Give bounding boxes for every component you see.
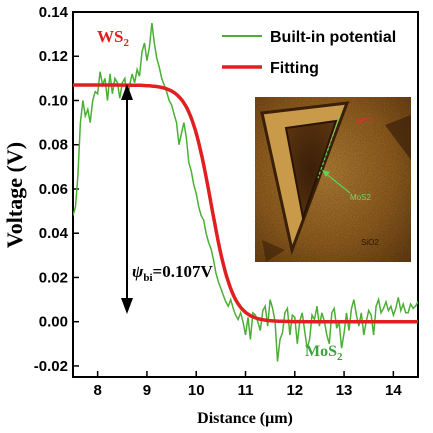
y-tick-label: 0.04	[39, 225, 69, 242]
legend: Built-in potential Fitting	[222, 29, 396, 77]
inset-sio2-label: SiO2	[361, 238, 379, 247]
series-built-in-potential-line	[73, 23, 418, 362]
legend-label-built-in: Built-in potential	[270, 29, 396, 46]
y-axis-title: Voltage (V)	[2, 142, 27, 248]
inset-ws2-label: WS2	[356, 117, 374, 126]
annotation-mos2: MoS2	[305, 343, 343, 363]
x-tick-label: 11	[238, 382, 254, 399]
inset-mos2-label: MoS2	[350, 193, 371, 202]
x-tick-label: 8	[93, 382, 101, 399]
y-tick-label: 0.12	[39, 48, 68, 65]
afm-inset-image	[255, 97, 411, 262]
annotation-ws2: WS2	[97, 27, 129, 49]
y-axis: -0.02 0.00 0.02 0.04 0.06 0.08 0.10 0.12 0.14	[34, 4, 79, 375]
y-tick-label: 0.02	[39, 269, 68, 286]
x-tick-label: 13	[336, 382, 353, 399]
y-tick-label: 0.00	[39, 314, 68, 331]
y-tick-label: 0.14	[39, 4, 69, 21]
y-tick-label: -0.02	[34, 358, 68, 375]
annotation-psi: ψbi=0.107V	[132, 262, 213, 284]
x-axis: 8 9 10 11 12 13 14	[93, 371, 402, 399]
y-tick-label: 0.06	[39, 181, 68, 198]
x-tick-label: 10	[188, 382, 205, 399]
x-axis-title: Distance (μm)	[197, 410, 293, 427]
series-fitting-line	[73, 83, 418, 324]
y-tick-label: 0.10	[39, 92, 68, 109]
y-tick-label: 0.08	[39, 137, 68, 154]
legend-label-fitting: Fitting	[270, 60, 319, 77]
x-tick-label: 9	[143, 382, 151, 399]
potential-double-arrow	[121, 84, 133, 314]
x-tick-label: 12	[286, 382, 303, 399]
x-tick-label: 14	[385, 382, 402, 399]
